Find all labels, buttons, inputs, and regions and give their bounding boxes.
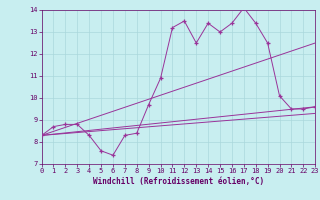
X-axis label: Windchill (Refroidissement éolien,°C): Windchill (Refroidissement éolien,°C) — [93, 177, 264, 186]
